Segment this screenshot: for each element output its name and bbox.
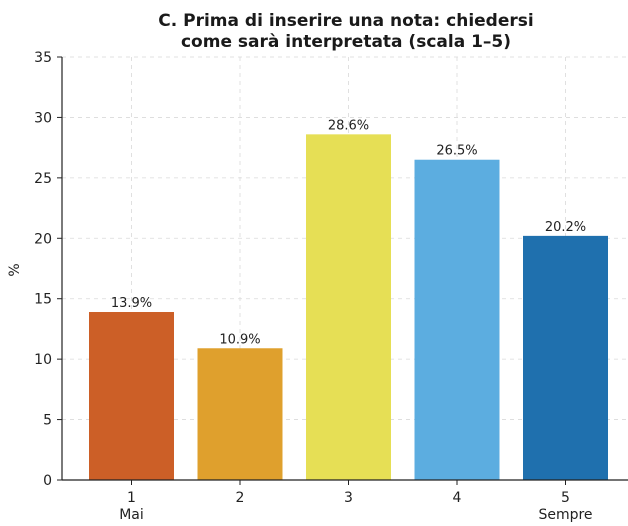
y-tick-label: 25 bbox=[34, 171, 52, 187]
y-tick-label: 10 bbox=[34, 352, 52, 368]
axes bbox=[57, 56, 628, 485]
y-tick-label: 35 bbox=[34, 50, 52, 66]
y-tick-label: 20 bbox=[34, 231, 52, 247]
chart-title-line-1: C. Prima di inserire una nota: chiedersi bbox=[158, 11, 533, 31]
y-tick-label: 5 bbox=[43, 413, 52, 429]
bar-5 bbox=[523, 235, 608, 480]
y-axis-label: % bbox=[7, 263, 23, 276]
y-tick-label: 0 bbox=[43, 473, 52, 489]
y-tick-label: 30 bbox=[34, 110, 52, 126]
bar-3 bbox=[306, 134, 391, 480]
bars bbox=[89, 134, 608, 480]
x-tick-sublabel: Sempre bbox=[538, 507, 592, 522]
bar-value-label: 13.9% bbox=[111, 296, 152, 311]
chart-title: C. Prima di inserire una nota: chiedersi… bbox=[158, 11, 533, 52]
bar-value-label: 10.9% bbox=[219, 332, 260, 347]
bar-1 bbox=[89, 312, 174, 480]
bar-value-label: 28.6% bbox=[328, 118, 369, 133]
bar-value-label: 20.2% bbox=[545, 220, 586, 235]
data-labels: 13.9% 10.9% 28.6% 26.5% 20.2% bbox=[111, 118, 586, 347]
y-tick-label: 15 bbox=[34, 292, 52, 308]
x-tick-label: 2 bbox=[236, 490, 245, 506]
x-tick-label: 4 bbox=[453, 490, 462, 506]
x-tick-label: 5 bbox=[561, 490, 570, 506]
bar-2 bbox=[197, 348, 283, 480]
chart-title-line-2: come sarà interpretata (scala 1–5) bbox=[181, 32, 511, 52]
bar-value-label: 26.5% bbox=[436, 144, 477, 159]
x-tick-label: 3 bbox=[344, 490, 353, 506]
bar-4 bbox=[414, 159, 500, 480]
x-tick-label: 1 bbox=[127, 490, 136, 506]
x-tick-sublabel: Mai bbox=[119, 507, 144, 522]
